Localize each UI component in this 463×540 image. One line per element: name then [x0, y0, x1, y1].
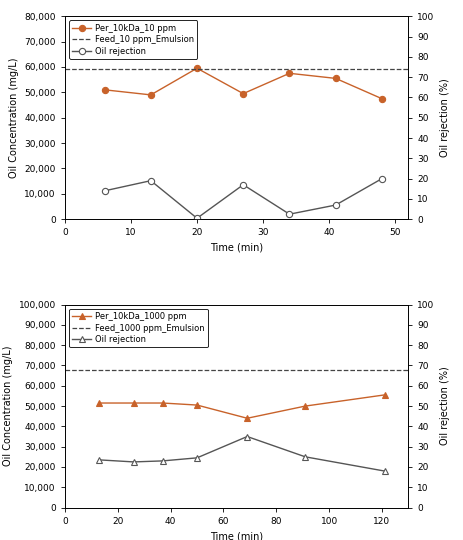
Oil rejection [240, 181, 245, 188]
Line: Per_10kDa_1000 ppm: Per_10kDa_1000 ppm [96, 392, 387, 421]
Y-axis label: Oil Concentration (mg/L): Oil Concentration (mg/L) [3, 346, 13, 467]
Feed_1000 ppm_Emulsion [65, 366, 70, 373]
Oil rejection [148, 178, 153, 184]
Per_10kDa_10 ppm [101, 86, 107, 93]
X-axis label: Time (min): Time (min) [210, 531, 263, 540]
Line: Oil rejection: Oil rejection [96, 434, 387, 474]
Oil rejection [131, 458, 136, 465]
Per_10kDa_1000 ppm [160, 400, 165, 406]
Oil rejection [160, 458, 165, 464]
Per_10kDa_1000 ppm [381, 392, 387, 398]
Per_10kDa_1000 ppm [244, 415, 250, 422]
Oil rejection [194, 215, 200, 221]
Legend: Per_10kDa_1000 ppm, Feed_1000 ppm_Emulsion, Oil rejection: Per_10kDa_1000 ppm, Feed_1000 ppm_Emulsi… [69, 309, 207, 347]
Per_10kDa_10 ppm [378, 96, 384, 102]
X-axis label: Time (min): Time (min) [210, 243, 263, 253]
Line: Per_10kDa_10 ppm: Per_10kDa_10 ppm [101, 65, 384, 102]
Oil rejection [194, 455, 200, 461]
Feed_10 ppm_Emulsion [62, 66, 68, 72]
Oil rejection [244, 433, 250, 440]
Per_10kDa_10 ppm [194, 65, 200, 71]
Oil rejection [96, 457, 102, 463]
Oil rejection [286, 211, 292, 218]
Oil rejection [101, 187, 107, 194]
Oil rejection [381, 468, 387, 474]
Oil rejection [378, 176, 384, 182]
Oil rejection [332, 202, 338, 208]
Per_10kDa_10 ppm [240, 90, 245, 97]
Per_10kDa_10 ppm [332, 75, 338, 82]
Line: Oil rejection: Oil rejection [101, 176, 384, 221]
Per_10kDa_1000 ppm [194, 402, 200, 408]
Legend: Per_10kDa_10 ppm, Feed_10 ppm_Emulsion, Oil rejection: Per_10kDa_10 ppm, Feed_10 ppm_Emulsion, … [69, 21, 197, 59]
Per_10kDa_1000 ppm [96, 400, 102, 406]
Feed_10 ppm_Emulsion [69, 66, 74, 72]
Per_10kDa_1000 ppm [302, 403, 307, 409]
Y-axis label: Oil rejection (%): Oil rejection (%) [439, 78, 449, 157]
Per_10kDa_10 ppm [148, 92, 153, 98]
Per_10kDa_10 ppm [286, 70, 292, 77]
Oil rejection [302, 454, 307, 460]
Per_10kDa_1000 ppm [131, 400, 136, 406]
Feed_1000 ppm_Emulsion [62, 366, 68, 373]
Y-axis label: Oil Concentration (mg/L): Oil Concentration (mg/L) [9, 57, 19, 178]
Y-axis label: Oil rejection (%): Oil rejection (%) [439, 367, 449, 446]
